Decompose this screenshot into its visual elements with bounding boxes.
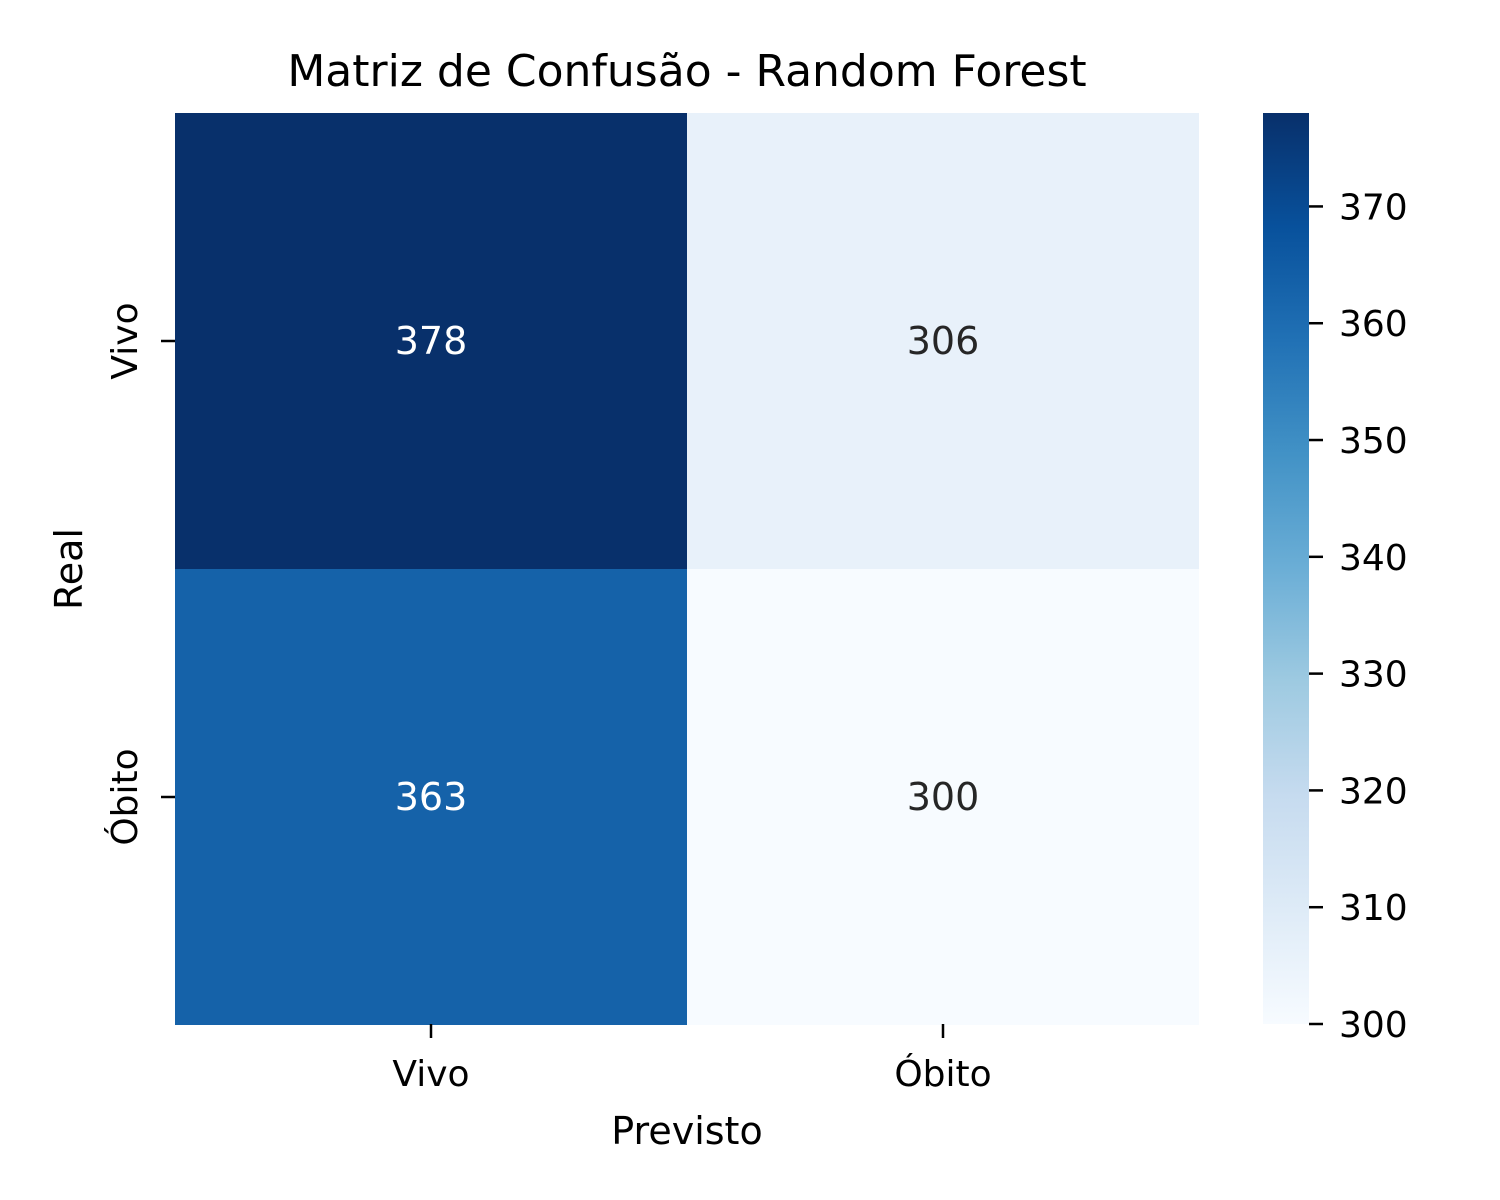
colorbar-tick-label: 330	[1339, 655, 1408, 696]
heatmap-cell-labels: 378 306 363 300	[395, 319, 980, 819]
colorbar	[1263, 113, 1309, 1024]
heatmap-cell	[687, 569, 1199, 1025]
cell-value-label: 378	[395, 319, 468, 363]
x-tick-label: Vivo	[392, 1054, 469, 1095]
colorbar-tick-label: 360	[1339, 304, 1408, 345]
x-axis-label: Previsto	[611, 1109, 762, 1153]
chart-title: Matriz de Confusão - Random Forest	[287, 46, 1086, 97]
heatmap-cell	[175, 113, 687, 569]
colorbar-tick-label: 300	[1339, 1005, 1408, 1046]
x-tick-label: Óbito	[894, 1053, 991, 1095]
colorbar-tick-label: 370	[1339, 187, 1408, 228]
heatmap-cell	[687, 113, 1199, 569]
cell-value-label: 300	[907, 775, 980, 819]
colorbar-tick-label: 310	[1339, 888, 1408, 929]
colorbar-tick-label: 320	[1339, 771, 1408, 812]
y-tick-label: Vivo	[105, 302, 146, 379]
x-axis-ticks: Vivo Óbito	[392, 1024, 992, 1095]
colorbar-ticks: 300 310 320 330 340 350 360 370	[1309, 187, 1408, 1046]
y-axis-label: Real	[47, 528, 91, 610]
heatmap-cell	[175, 569, 687, 1025]
cell-value-label: 306	[907, 319, 980, 363]
colorbar-tick-label: 340	[1339, 538, 1408, 579]
heatmap-cells	[175, 113, 1199, 1025]
colorbar-tick-label: 350	[1339, 421, 1408, 462]
y-axis-ticks: Vivo Óbito	[104, 302, 175, 846]
cell-value-label: 363	[395, 775, 468, 819]
y-tick-label: Óbito	[104, 748, 146, 845]
